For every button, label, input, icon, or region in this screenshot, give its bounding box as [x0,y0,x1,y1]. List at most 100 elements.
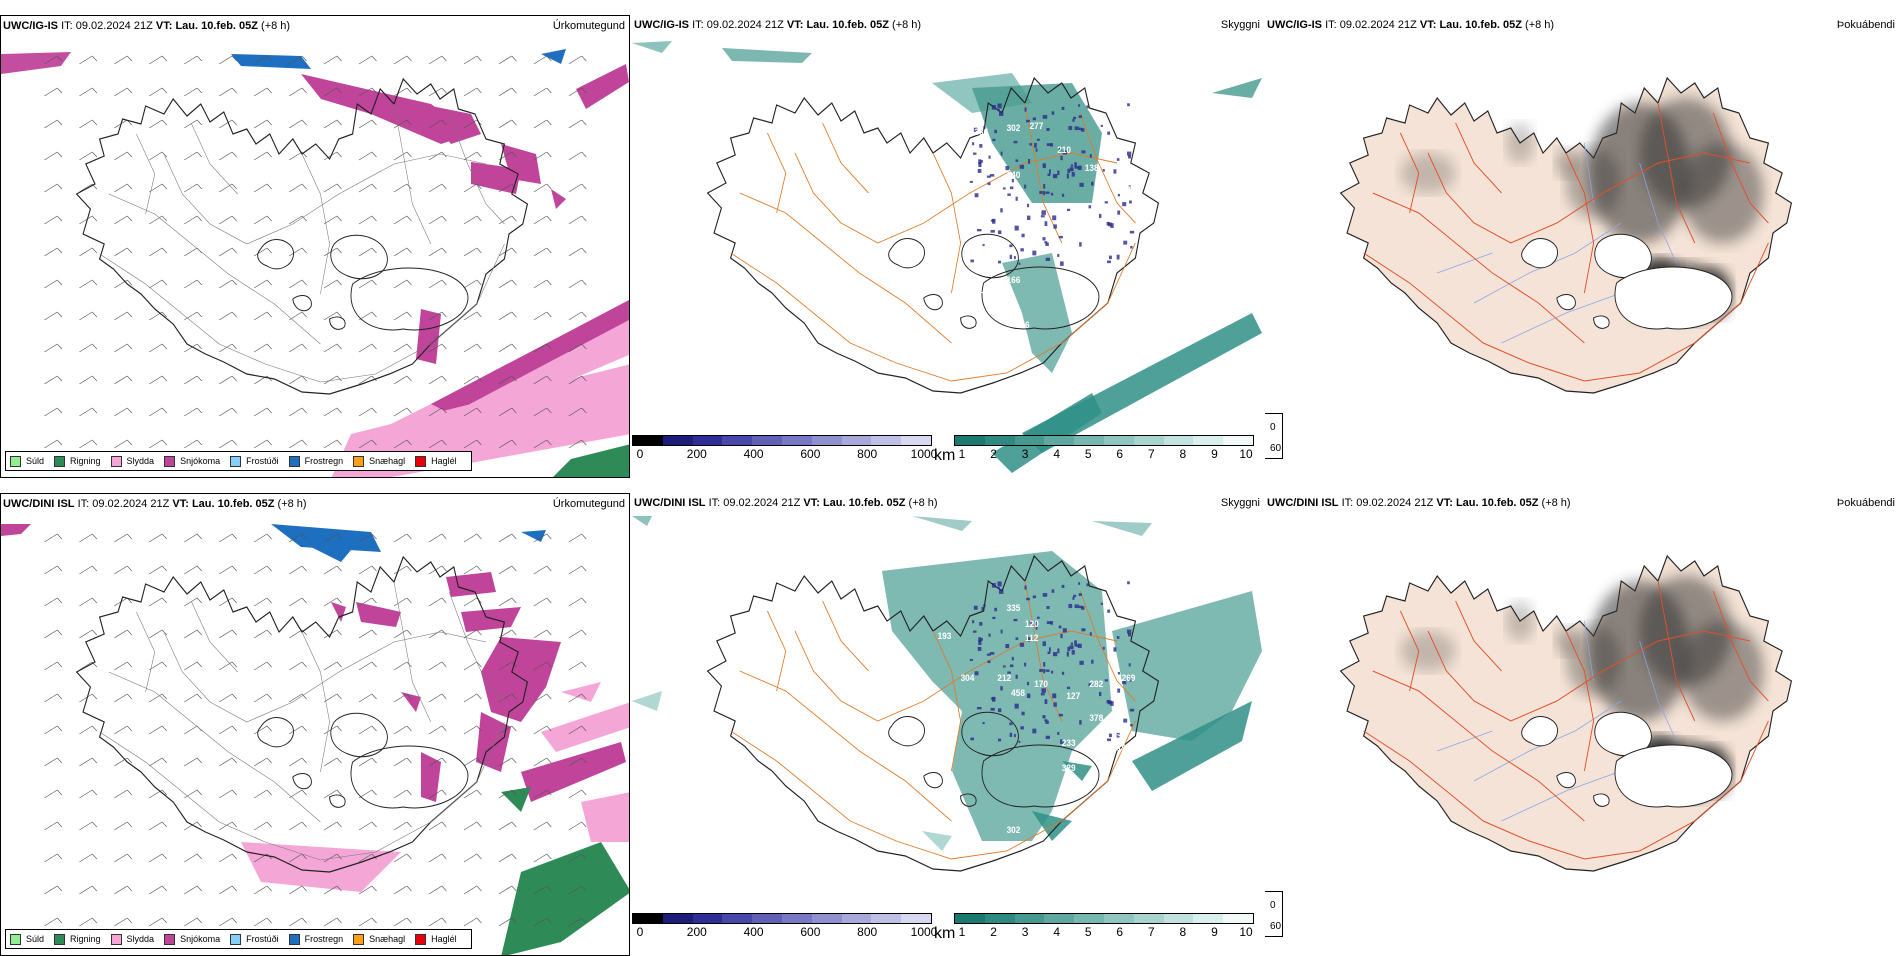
visibility-value-label: 138 [1085,163,1099,173]
color-block [1223,914,1253,923]
m-color-blocks [632,913,932,924]
visibility-value-label: 127 [1066,691,1080,701]
fog-map [1339,76,1793,394]
legend-swatch [54,933,66,945]
color-block [1014,436,1045,445]
legend-item: Snæhagl [353,455,405,467]
fog-map [1339,554,1793,872]
tick-label: 9 [1211,447,1218,461]
tick-label: 8 [1179,925,1187,939]
visibility-value-label: 282 [1089,679,1103,689]
visibility-value-label: 233 [1062,738,1076,748]
color-block [1014,914,1045,923]
color-block [955,914,985,923]
visibility-value-label: 210 [1057,145,1071,155]
tick-label: 9 [1211,925,1218,939]
panel-title: Þokuábendi [1836,19,1895,31]
color-block [1103,436,1134,445]
tick-label: 600 [800,447,821,461]
panel-header: UWC/IG-IS IT: 09.02.2024 21Z VT: Lau. 10… [634,19,922,31]
color-block [1074,914,1104,923]
legend-swatch [230,455,242,467]
legend-swatch [353,455,365,467]
visibility-value-label: 269 [1122,673,1136,683]
color-block [1074,436,1104,445]
color-block [722,914,753,923]
panel-title: Skyggni [1220,497,1260,509]
tick-label: 400 [743,447,764,461]
tick-label: 2 [990,925,997,939]
visibility-value-label: 846 [1016,320,1030,330]
color-block [984,436,1015,445]
tick-label: 1000 [910,447,938,461]
precip-type-legend: Súld Rigning Slydda Snjókoma Frostúði Fr… [5,451,472,471]
tick-label: 200 [686,925,707,939]
color-block [901,436,931,445]
color-block [1223,436,1253,445]
km-ticks: 1 2 3 4 5 6 7 8 9 10 [954,924,1254,939]
visibility-value-label: 166 [1007,275,1021,285]
color-block [901,914,931,923]
color-block [692,914,723,923]
tick-label: 2 [990,447,997,461]
color-block [1044,436,1075,445]
panel-header: UWC/IG-IS IT: 09.02.2024 21Z VT: Lau. 10… [3,20,291,32]
tick-label: 1 [958,447,966,461]
visibility-value-label: 335 [1007,603,1021,613]
tick-label: 8 [1179,447,1187,461]
panel-title: Skyggni [1220,19,1260,31]
m-color-blocks [632,435,932,446]
visibility-m-colorbar: 0 200 400 600 800 1000 [632,435,937,461]
color-block [1133,914,1164,923]
panel-header: UWC/DINI ISL IT: 09.02.2024 21Z VT: Lau.… [3,498,307,510]
fog-legend: 0 60 [1265,891,1283,937]
legend-item: Frostúði [230,455,279,467]
legend-item: Snjókoma [164,933,220,945]
color-block [811,914,842,923]
color-block [633,436,663,445]
km-color-blocks [954,435,1254,446]
km-ticks: 1 2 3 4 5 6 7 8 9 10 [954,446,1254,461]
color-block [633,914,663,923]
legend-swatch [415,455,427,467]
tick-label: 0 [636,925,644,939]
visibility-value-label: 378 [1089,713,1103,723]
precip-type-map [1,49,629,477]
visibility-value-label: 140 [1007,170,1021,180]
legend-item: Súld [10,455,44,467]
legend-swatch [288,455,300,467]
visibility-panel-bottom: UWC/DINI ISL IT: 09.02.2024 21Z VT: Lau.… [632,493,1262,956]
panel-header: UWC/IG-IS IT: 09.02.2024 21Z VT: Lau. 10… [1267,19,1555,31]
legend-swatch [288,933,300,945]
precip-type-map [1,524,629,955]
color-block [1193,436,1224,445]
tick-label: 10 [1239,447,1253,461]
legend-swatch [54,455,66,467]
legend-swatch [353,933,365,945]
visibility-km-colorbar: 1 2 3 4 5 6 7 8 9 10 [954,435,1254,461]
m-ticks: 0 200 400 600 800 1000 [632,924,938,939]
color-block [662,436,693,445]
color-block [871,436,902,445]
visibility-value-label: 199 [1117,743,1131,753]
legend-swatch [10,933,21,945]
color-block [1044,914,1075,923]
tick-label: 10 [1239,925,1253,939]
color-block [1163,914,1194,923]
legend-swatch [110,455,122,467]
color-block [752,914,782,923]
visibility-value-label: 302 [1007,825,1021,835]
tick-label: 3 [1021,925,1029,939]
visibility-value-label: 336 [974,127,988,137]
tick-label: 6 [1116,447,1124,461]
tick-label: 800 [857,447,878,461]
legend-swatch [415,933,427,945]
color-block [1103,914,1134,923]
precip-type-panel-top: UWC/IG-IS IT: 09.02.2024 21Z VT: Lau. 10… [0,15,630,478]
color-block [1193,914,1224,923]
panel-header: UWC/DINI ISL IT: 09.02.2024 21Z VT: Lau.… [1267,497,1571,509]
visibility-value-label: 193 [938,631,952,641]
tick-label: 400 [743,925,764,939]
legend-item: Slydda [110,933,154,945]
